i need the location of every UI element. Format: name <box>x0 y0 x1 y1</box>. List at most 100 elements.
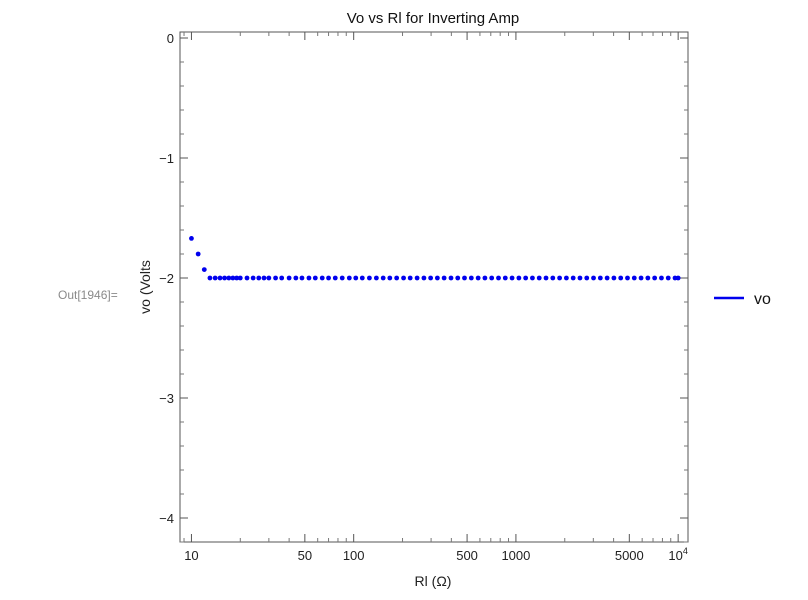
data-point <box>339 275 345 281</box>
x-tick-label: 10 <box>184 548 198 563</box>
data-point <box>230 275 236 281</box>
data-point <box>475 275 481 281</box>
data-point <box>502 275 508 281</box>
data-point <box>261 275 267 281</box>
chart-title: Vo vs Rl for Inverting Amp <box>347 10 520 27</box>
data-point <box>394 275 400 281</box>
x-tick-label: 100 <box>343 548 365 563</box>
x-axis: 10 50 100 500 1000 5000 104 <box>183 32 688 563</box>
legend-label: vo <box>754 291 771 308</box>
data-point <box>346 275 352 281</box>
y-tick-label: −3 <box>159 391 174 406</box>
data-point <box>543 275 549 281</box>
data-point <box>380 275 386 281</box>
data-point <box>604 275 610 281</box>
data-point <box>516 275 522 281</box>
data-point <box>189 236 194 241</box>
data-point <box>523 275 529 281</box>
data-point <box>353 275 359 281</box>
data-point <box>359 275 365 281</box>
data-point <box>530 275 535 281</box>
data-point <box>570 275 576 281</box>
data-point <box>201 267 207 272</box>
x-tick-label: 104 <box>668 546 687 563</box>
data-point <box>652 275 658 281</box>
data-point <box>584 275 590 281</box>
data-point <box>306 275 312 281</box>
data-point <box>645 275 651 281</box>
data-point <box>244 275 250 281</box>
x-axis-title: Rl (Ω) <box>415 573 452 589</box>
data-point <box>550 275 556 281</box>
data-point <box>421 275 427 281</box>
data-point <box>448 275 454 281</box>
data-point <box>319 275 325 281</box>
data-point <box>557 275 563 281</box>
y-axis-title: vo (Volts <box>137 260 153 314</box>
data-point <box>434 275 440 281</box>
data-point <box>299 275 305 281</box>
data-point <box>256 275 262 281</box>
data-point <box>675 275 681 281</box>
data-point <box>332 275 338 281</box>
data-point <box>222 275 227 281</box>
data-point <box>509 275 515 281</box>
data-point <box>611 275 617 281</box>
data-point <box>266 275 272 281</box>
data-point <box>293 275 299 281</box>
data-point <box>250 275 256 281</box>
x-tick-label-exponent: 4 <box>683 546 688 556</box>
data-point <box>638 275 644 281</box>
data-point <box>326 275 331 281</box>
data-point <box>618 275 624 281</box>
data-point <box>237 275 243 281</box>
data-point <box>597 275 603 281</box>
data-point <box>577 275 583 281</box>
data-series-vo <box>189 236 681 281</box>
data-point <box>407 275 413 281</box>
x-tick-label: 50 <box>298 548 312 563</box>
data-point <box>482 275 488 281</box>
data-point <box>591 275 596 281</box>
data-point <box>665 275 671 281</box>
x-tick-label: 500 <box>456 548 478 563</box>
data-point <box>286 275 292 281</box>
y-tick-label: −2 <box>159 271 174 286</box>
data-point <box>226 275 232 281</box>
data-point <box>195 251 201 257</box>
data-point <box>373 275 379 281</box>
data-point <box>401 275 406 281</box>
data-point <box>414 275 420 281</box>
data-point <box>625 275 630 281</box>
legend: vo <box>714 291 771 308</box>
x-tick-label: 5000 <box>615 548 644 563</box>
data-point <box>489 275 495 281</box>
x-tick-label: 1000 <box>501 548 530 563</box>
data-point <box>387 275 393 281</box>
y-axis: 0 −1 −2 −3 −4 <box>159 31 688 543</box>
data-point <box>563 275 569 281</box>
plot-frame <box>179 31 689 543</box>
output-cell-label: Out[1946]= <box>58 288 118 302</box>
data-point <box>496 275 501 281</box>
data-point <box>279 275 285 281</box>
data-point <box>659 275 664 281</box>
data-point <box>234 275 240 281</box>
data-point <box>312 275 318 281</box>
data-point <box>536 275 542 281</box>
y-tick-label: 0 <box>167 31 174 46</box>
y-tick-label: −1 <box>159 151 174 166</box>
data-point <box>212 275 218 281</box>
data-point <box>273 275 278 281</box>
data-point <box>455 275 461 281</box>
x-tick-label-base: 10 <box>668 548 682 563</box>
data-point <box>468 275 474 281</box>
data-point <box>217 275 223 281</box>
data-point <box>441 275 447 281</box>
data-point <box>207 275 213 281</box>
y-tick-label: −4 <box>159 511 174 526</box>
data-point <box>367 275 372 281</box>
data-point <box>462 275 467 281</box>
data-point <box>428 275 434 281</box>
